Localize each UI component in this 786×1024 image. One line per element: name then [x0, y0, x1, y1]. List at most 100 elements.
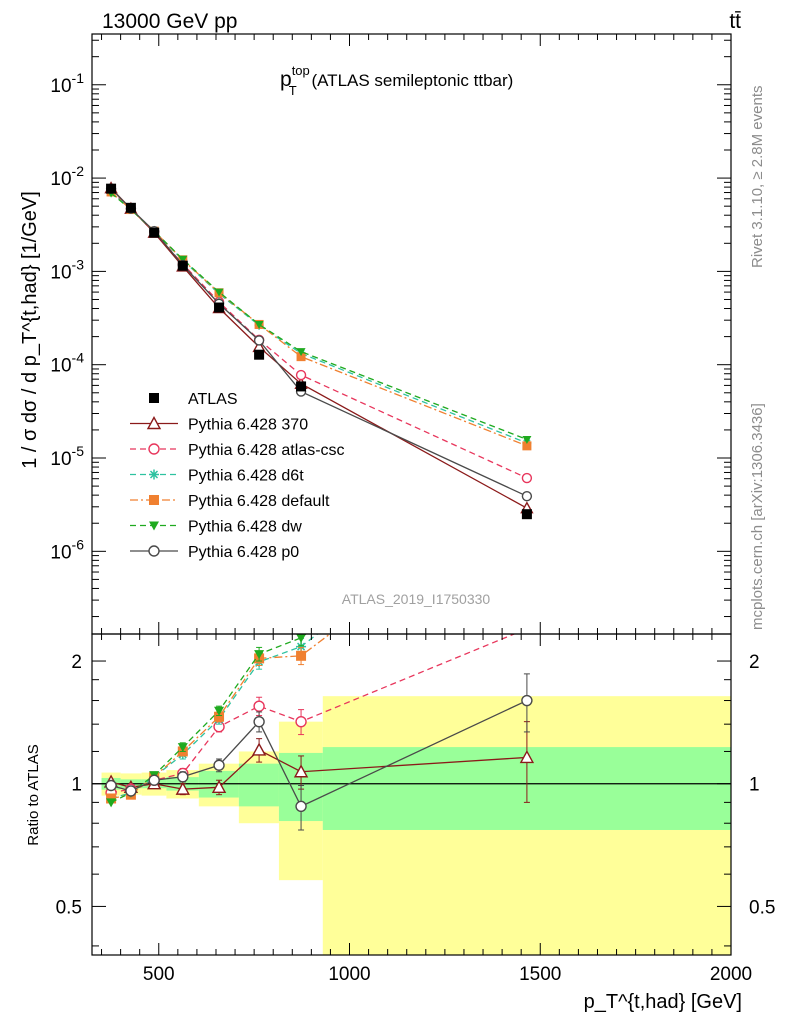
marker-triangle — [519, 749, 535, 764]
marker-circle — [524, 634, 530, 635]
y-tick-exp: -1 — [72, 70, 85, 86]
marker-square — [296, 352, 306, 362]
y-tick-label: 10-2 — [50, 163, 84, 190]
marker-square — [149, 227, 160, 238]
marker-star — [149, 469, 159, 480]
chart-title: ptop T (ATLAS semileptonic ttbar) — [280, 63, 513, 98]
y-tick-base: 10 — [50, 449, 71, 470]
marker-square — [106, 183, 117, 194]
marker-triangle-down — [214, 706, 225, 716]
marker-triangle-down — [177, 743, 188, 753]
legend-label: ATLAS — [188, 391, 238, 408]
marker-circle — [253, 715, 265, 728]
marker-circle — [295, 800, 307, 813]
series-4 — [106, 189, 532, 444]
legend: ATLAS Pythia 6.428 370 Pythia 6.428 atlas-… — [130, 391, 345, 561]
marker-circle — [521, 694, 533, 707]
green-band — [238, 763, 279, 807]
data-points — [106, 183, 532, 520]
marker-triangle-down — [296, 634, 306, 643]
y-tick-base: 10 — [50, 356, 71, 377]
marker-circle — [213, 759, 225, 771]
marker-triangle-down — [522, 435, 532, 444]
legend-label: Pythia 6.428 370 — [188, 417, 308, 434]
y-tick-exp: -4 — [72, 350, 85, 366]
marker-triangle-down — [296, 348, 306, 357]
marker-triangle-down — [254, 320, 264, 329]
marker-circle — [521, 490, 533, 502]
series-1 — [105, 185, 533, 484]
marker-square — [522, 441, 532, 451]
legend-label: Pythia 6.428 atlas-csc — [188, 442, 345, 459]
marker-square — [177, 260, 188, 271]
marker-triangle-down — [522, 454, 532, 463]
y-axis-label: 1 / σ dσ / d p_T^{t,had} [1/GeV] — [19, 191, 41, 469]
legend-entry: Pythia 6.428 dw — [130, 519, 302, 536]
y-tick-label: 10-3 — [50, 256, 84, 283]
legend-label: Pythia 6.428 p0 — [188, 544, 299, 561]
x-axis-label: p_T^{t,had} [GeV] — [584, 991, 742, 1013]
marker-circle — [125, 785, 137, 797]
x-tick-label: 500 — [143, 964, 175, 985]
marker-circle — [253, 335, 265, 346]
y-tick-exp: -3 — [72, 256, 85, 272]
marker-triangle-down — [149, 521, 159, 531]
x-tick-label: 2000 — [710, 964, 752, 985]
marker-square — [296, 650, 307, 661]
marker-triangle — [146, 416, 162, 430]
y-tick-label: 10-6 — [50, 536, 84, 563]
series-line — [110, 187, 528, 509]
ratio-tick-label-right: 2 — [749, 652, 760, 673]
ratio-frame — [91, 633, 732, 956]
marker-triangle — [251, 742, 267, 756]
marker-circle — [105, 779, 117, 792]
series-0 — [104, 181, 534, 514]
marker-triangle — [175, 781, 190, 795]
title-part: top — [292, 63, 310, 78]
legend-entry: ATLAS — [149, 391, 238, 408]
ratio-tick-label-right: 1 — [749, 775, 760, 796]
y-tick-label: 10-1 — [50, 70, 84, 97]
series-3 — [106, 187, 532, 451]
legend-entry: Pythia 6.428 p0 — [130, 544, 299, 561]
analysis-label: ATLAS_2019_I1750330 — [342, 591, 491, 607]
ratio-panel — [92, 454, 731, 955]
series-2 — [106, 187, 532, 448]
x-tick-label: 1000 — [328, 964, 370, 985]
marker-circle — [177, 771, 189, 783]
legend-label: Pythia 6.428 d6t — [188, 468, 304, 485]
legend-entry: Pythia 6.428 d6t — [130, 468, 304, 485]
marker-square — [254, 349, 265, 360]
marker-square — [125, 202, 136, 213]
process-label: tt̄ — [729, 10, 741, 33]
marker-square — [149, 495, 159, 505]
title-part: p — [280, 68, 292, 91]
y-tick-base: 10 — [50, 169, 71, 190]
ratio-tick-label: 2 — [71, 652, 82, 673]
marker-triangle-down — [178, 255, 188, 264]
marker-star — [296, 641, 307, 652]
y-tick-base: 10 — [50, 262, 71, 283]
ratio-tick-label: 1 — [71, 775, 82, 796]
y-tick-exp: -6 — [72, 536, 85, 552]
marker-circle — [148, 545, 160, 557]
legend-label: Pythia 6.428 default — [188, 493, 330, 510]
y-tick-label: 10-4 — [50, 350, 84, 377]
marker-triangle — [293, 764, 309, 778]
marker-triangle-down — [214, 288, 224, 297]
legend-entry: Pythia 6.428 370 — [130, 416, 308, 434]
series-line — [110, 191, 528, 444]
legend-entry: Pythia 6.428 atlas-csc — [130, 442, 345, 459]
title-part: T — [289, 83, 297, 98]
marker-square — [296, 381, 307, 392]
energy-label: 13000 GeV pp — [102, 10, 237, 33]
y-tick-exp: -2 — [72, 163, 85, 179]
ratio-axis-label: Ratio to ATLAS — [25, 744, 42, 845]
marker-triangle — [211, 779, 227, 794]
marker-triangle-down — [254, 650, 265, 660]
legend-entry: Pythia 6.428 default — [130, 493, 330, 510]
series-line — [110, 191, 528, 447]
source-label: mcplots.cern.ch [arXiv:1306.3436] — [749, 403, 766, 630]
series-line — [110, 190, 528, 479]
marker-circle — [295, 369, 307, 381]
